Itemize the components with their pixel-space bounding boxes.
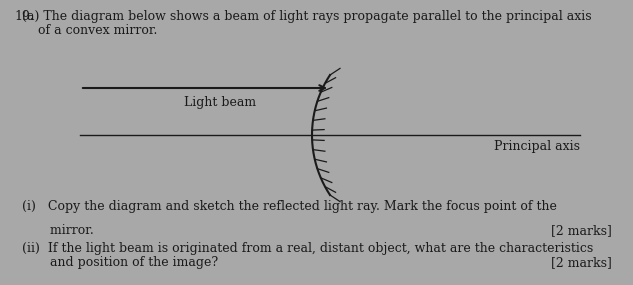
Text: [2 marks]: [2 marks] <box>551 256 612 269</box>
Text: (ii)  If the light beam is originated from a real, distant object, what are the : (ii) If the light beam is originated fro… <box>22 242 593 255</box>
Text: [2 marks]: [2 marks] <box>551 224 612 237</box>
Text: Principal axis: Principal axis <box>494 140 580 153</box>
Text: (i)   Copy the diagram and sketch the reflected light ray. Mark the focus point : (i) Copy the diagram and sketch the refl… <box>22 200 557 213</box>
Text: Light beam: Light beam <box>184 96 256 109</box>
Text: mirror.: mirror. <box>22 224 94 237</box>
Text: of a convex mirror.: of a convex mirror. <box>22 24 158 37</box>
Text: and position of the image?: and position of the image? <box>22 256 218 269</box>
Text: 19.: 19. <box>14 10 34 23</box>
Text: (a) The diagram below shows a beam of light rays propagate parallel to the princ: (a) The diagram below shows a beam of li… <box>22 10 592 23</box>
